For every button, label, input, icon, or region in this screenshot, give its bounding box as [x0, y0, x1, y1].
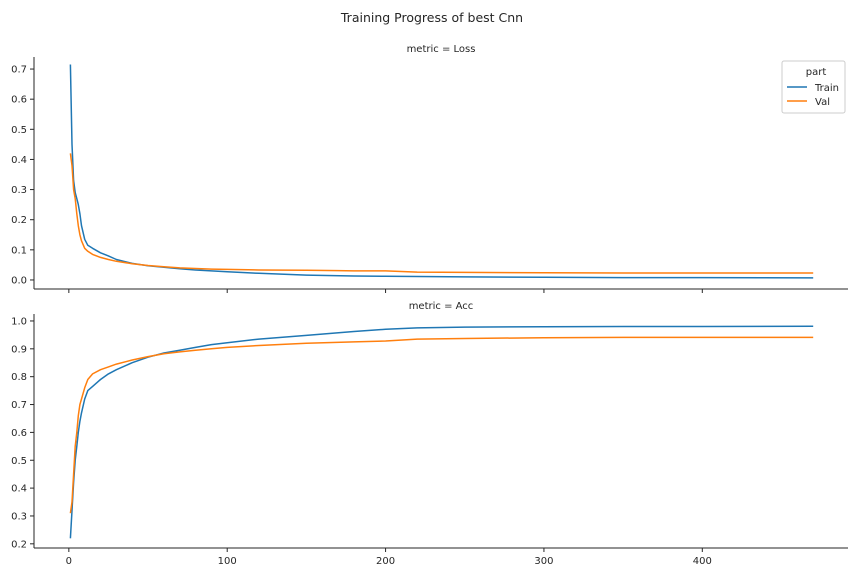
acc-y-tick-label: 0.7 — [11, 400, 27, 411]
acc-y-tick-label: 0.2 — [11, 539, 27, 550]
loss-x-ticks — [68, 289, 703, 293]
loss-y-tick-label: 0.4 — [11, 155, 27, 166]
acc-x-tick-label: 400 — [693, 556, 712, 567]
loss-y-tick-label: 0.0 — [11, 275, 27, 286]
figure-title: Training Progress of best Cnn — [340, 10, 523, 25]
acc-y-tick-label: 0.8 — [11, 372, 27, 383]
acc-x-ticks: 0 100 200 300 400 — [66, 548, 712, 567]
acc-lines — [69, 325, 814, 539]
panel-title-loss: metric = Loss — [407, 44, 476, 55]
acc-y-tick-label: 0.6 — [11, 428, 27, 439]
acc-y-ticks: 0.2 0.3 0.4 0.5 0.6 0.7 0.8 0.9 1.0 — [11, 316, 34, 550]
legend: part Train Val — [781, 60, 846, 114]
legend-label-train: Train — [814, 83, 839, 94]
acc-y-tick-label: 0.9 — [11, 344, 27, 355]
acc-y-tick-label: 0.3 — [11, 511, 27, 522]
acc-series-train — [69, 325, 814, 539]
acc-x-tick-label: 200 — [376, 556, 395, 567]
loss-y-tick-label: 0.5 — [11, 125, 27, 136]
acc-panel: metric = Acc 0.2 0.3 0.4 0.5 0.6 0.7 0.8 0.9 1.0… — [11, 301, 848, 567]
loss-y-tick-label: 0.3 — [11, 185, 27, 196]
loss-series-train — [69, 64, 814, 279]
acc-y-tick-label: 0.4 — [11, 484, 27, 495]
acc-y-tick-label: 1.0 — [11, 316, 27, 327]
acc-x-tick-label: 0 — [66, 556, 72, 567]
acc-series-val — [69, 336, 814, 514]
acc-x-tick-label: 300 — [534, 556, 553, 567]
panel-title-acc: metric = Acc — [409, 301, 474, 312]
acc-x-tick-label: 100 — [218, 556, 237, 567]
loss-panel: metric = Loss 0.0 0.1 0.2 0.3 0.4 0.5 0.6 0.7 p… — [11, 44, 848, 293]
legend-title: part — [806, 67, 827, 78]
legend-frame — [781, 60, 846, 114]
loss-series-val — [69, 153, 814, 274]
loss-y-tick-label: 0.6 — [11, 95, 27, 106]
loss-y-tick-label: 0.7 — [11, 65, 27, 76]
loss-y-tick-label: 0.2 — [11, 215, 27, 226]
loss-y-tick-label: 0.1 — [11, 245, 27, 256]
loss-lines — [69, 64, 814, 279]
loss-y-ticks: 0.0 0.1 0.2 0.3 0.4 0.5 0.6 0.7 — [11, 65, 34, 286]
legend-label-val: Val — [815, 97, 830, 108]
acc-y-tick-label: 0.5 — [11, 456, 27, 467]
